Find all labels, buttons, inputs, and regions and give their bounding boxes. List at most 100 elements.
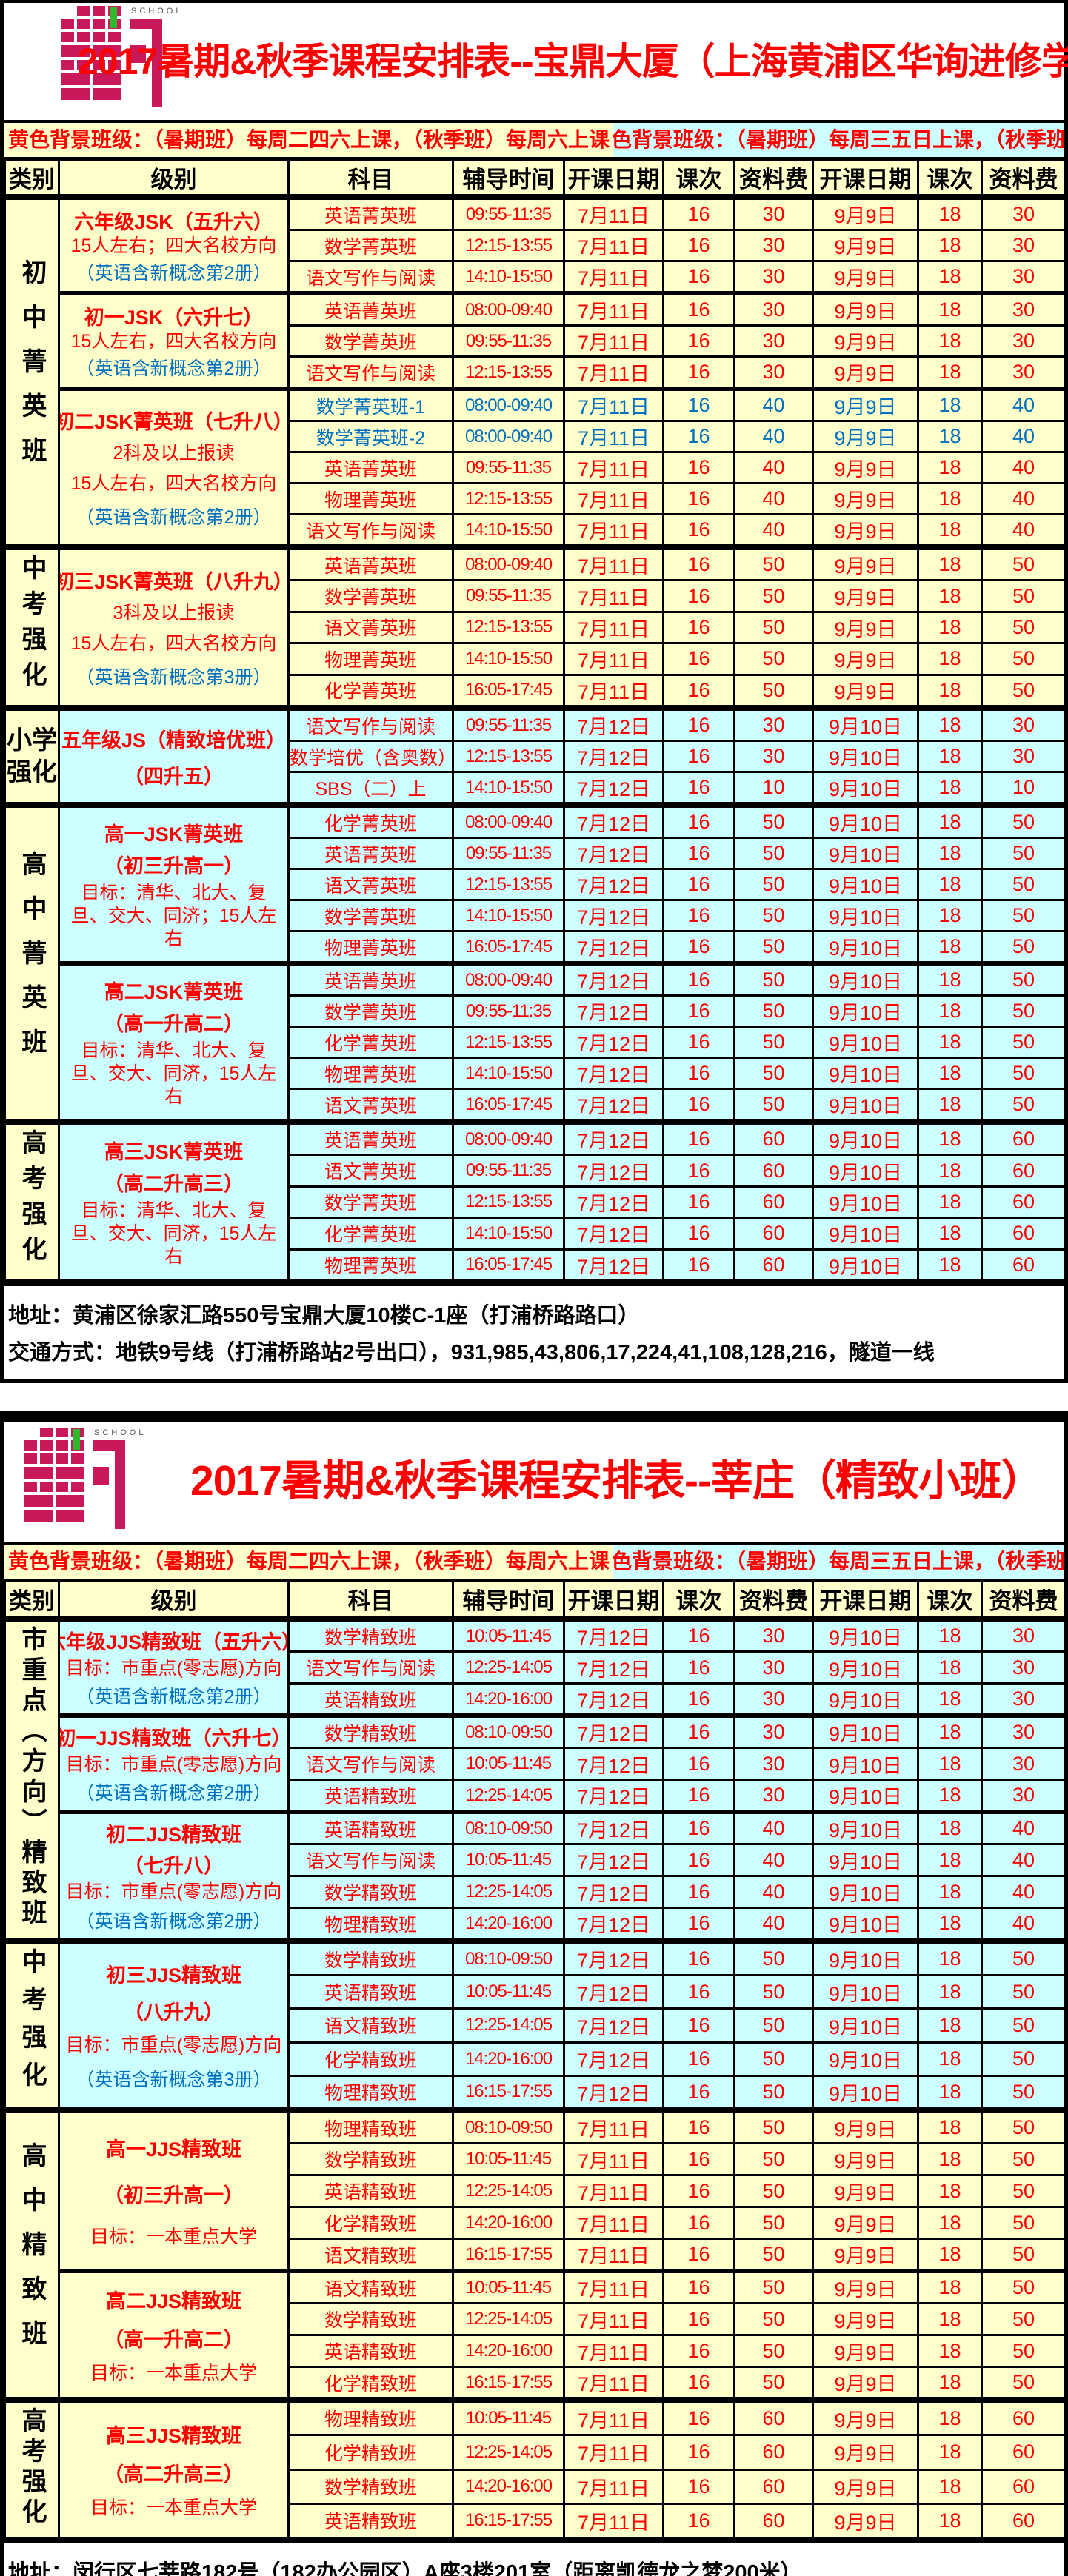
cell-start-date-fall: 9月10日 xyxy=(812,1154,919,1188)
cell-start-date-summer: 7月12日 xyxy=(563,2007,664,2044)
cell-start-date-fall: 9月10日 xyxy=(812,1713,919,1749)
cell-start-date-summer: 7月11日 xyxy=(563,2206,664,2240)
col-header-start-date-fall: 开课日期 xyxy=(812,157,919,199)
cell-sessions-fall: 18 xyxy=(917,837,983,870)
cell-fee-fall: 30 xyxy=(981,1682,1067,1717)
cell-sessions-summer: 16 xyxy=(662,2074,735,2112)
cell-start-date-fall: 9月10日 xyxy=(812,837,919,870)
cell-fee-fall: 50 xyxy=(981,802,1067,839)
cell-fee-fall: 50 xyxy=(981,673,1067,709)
cell-sessions-summer: 16 xyxy=(662,1616,735,1653)
cell-fee-summer: 40 xyxy=(733,387,814,422)
cell-subject: 数学精致班 xyxy=(287,1938,454,1977)
cell-sessions-summer: 16 xyxy=(662,1713,735,1749)
cell-start-date-summer: 7月11日 xyxy=(563,260,664,295)
cell-fee-fall: 50 xyxy=(981,994,1067,1028)
cell-sessions-summer: 16 xyxy=(662,513,735,549)
cell-subject: 化学精致班 xyxy=(287,2041,454,2077)
cell-fee-summer: 50 xyxy=(733,868,814,901)
course-row: 数学菁英班 12:15-13:55 7月11日 16 30 9月9日 18 30 xyxy=(5,229,1067,262)
course-row: 化学精致班 14:20-16:00 7月12日 16 50 9月10日 18 50 xyxy=(5,2041,1067,2077)
cell-fee-fall: 50 xyxy=(981,1057,1067,1090)
cell-fee-fall: 40 xyxy=(981,451,1067,484)
category-label: 初中菁英班 xyxy=(18,259,46,481)
cell-time: 12:25-14:05 xyxy=(452,1875,565,1909)
cell-start-date-summer: 7月12日 xyxy=(563,1875,664,1909)
cell-sessions-summer: 16 xyxy=(662,642,735,676)
cell-sessions-summer: 16 xyxy=(662,2434,735,2471)
col-header-level: 级别 xyxy=(58,157,290,199)
cell-fee-fall: 50 xyxy=(981,837,1067,870)
cell-sessions-summer: 16 xyxy=(662,705,735,742)
level-line: （初三升高一） xyxy=(104,854,244,877)
course-row: 化学精致班 14:20-16:00 7月11日 16 50 9月9日 18 50 xyxy=(5,2206,1067,2240)
cell-subject: 语文写作与阅读 xyxy=(287,355,454,390)
cell-start-date-fall: 9月10日 xyxy=(812,961,919,997)
course-row: 语文菁英班 16:05-17:45 7月12日 16 50 9月10日 18 50 xyxy=(5,1088,1067,1123)
cell-start-date-fall: 9月10日 xyxy=(812,930,919,965)
course-row: 高考强化 高三JJS精致班 （高二升高三） 目标：一本重点大学 物理精致班 10:05-1… xyxy=(4,2397,1067,2539)
cell-start-date-fall: 9月10日 xyxy=(812,1057,919,1090)
cell-sessions-summer: 16 xyxy=(662,740,735,773)
cell-time: 14:10-15:50 xyxy=(452,513,565,549)
cell-subject: 英语精致班 xyxy=(287,2502,454,2540)
cell-subject: 语文精致班 xyxy=(287,2238,454,2272)
cell-time: 10:05-11:45 xyxy=(452,2142,565,2176)
cell-subject: 物理菁英班 xyxy=(287,1057,454,1090)
cell-start-date-summer: 7月11日 xyxy=(563,324,664,358)
cell-time: 08:00-09:40 xyxy=(452,291,565,327)
cell-start-date-summer: 7月11日 xyxy=(563,2334,664,2368)
cell-time: 16:15-17:55 xyxy=(452,2074,565,2112)
cell-sessions-fall: 18 xyxy=(917,1779,983,1813)
cell-subject: 物理精致班 xyxy=(287,2107,454,2144)
cell-subject: 英语精致班 xyxy=(287,1974,454,2010)
col-header-subject: 科目 xyxy=(287,157,454,199)
table-title-bar: SCHOOL 2017暑期&秋季课程安排表--宝鼎大厦（上海黄浦区华询进修学校） xyxy=(4,3,1068,123)
cell-subject: 英语菁英班 xyxy=(287,961,454,997)
cell-subject: 英语精致班 xyxy=(287,1779,454,1813)
cell-sessions-summer: 16 xyxy=(662,544,735,582)
school-logo-icon: SCHOOL xyxy=(61,6,180,107)
cell-fee-summer: 30 xyxy=(733,1650,814,1685)
cell-fee-fall: 50 xyxy=(981,899,1067,932)
level-line: 高三JSK菁英班 xyxy=(104,1140,244,1163)
level-cell: 初三JJS精致班 （八升九） 目标：市重点(零志愿)方向 （英语含新概念第3册） xyxy=(58,1938,290,2112)
cell-start-date-summer: 7月11日 xyxy=(563,194,664,231)
level-line: （英语含新概念第2册） xyxy=(76,358,272,380)
cell-sessions-fall: 18 xyxy=(917,1682,983,1717)
cell-sessions-fall: 18 xyxy=(917,2302,983,2336)
cell-sessions-summer: 16 xyxy=(662,2174,735,2208)
course-row: 语文精致班 12:25-14:05 7月12日 16 50 9月10日 18 50 xyxy=(5,2007,1067,2044)
cell-fee-summer: 50 xyxy=(733,610,814,645)
cell-sessions-fall: 18 xyxy=(917,1650,983,1685)
cell-fee-summer: 50 xyxy=(733,579,814,613)
cell-sessions-summer: 16 xyxy=(662,837,735,870)
cell-sessions-summer: 16 xyxy=(662,868,735,901)
col-header-sessions-summer: 课次 xyxy=(662,1579,735,1621)
course-row: 高中精致班 高一JJS精致班 （初三升高一） 目标：一本重点大学 物理精致班 08:10-… xyxy=(4,2107,1067,2401)
cell-sessions-fall: 18 xyxy=(917,2366,983,2401)
cell-sessions-fall: 18 xyxy=(917,355,983,390)
cell-start-date-fall: 9月9日 xyxy=(812,513,919,549)
level-line: （英语含新概念第3册） xyxy=(76,667,272,689)
cell-start-date-summer: 7月11日 xyxy=(563,610,664,645)
cell-sessions-summer: 16 xyxy=(662,994,735,1028)
logo-green-accent xyxy=(73,1429,80,1450)
cell-subject: 英语精致班 xyxy=(287,1682,454,1717)
category-cell: 初中菁英班 xyxy=(4,194,60,549)
cell-start-date-fall: 9月10日 xyxy=(812,771,919,806)
logo-green-accent xyxy=(110,7,117,28)
course-row: 物理菁英班 16:05-17:45 7月12日 16 50 9月10日 18 50 xyxy=(5,930,1067,965)
cell-time: 08:10-09:50 xyxy=(452,1938,565,1977)
cell-start-date-summer: 7月12日 xyxy=(563,1154,664,1188)
category-cell: 高中菁英班 xyxy=(4,802,60,1123)
cell-subject: 英语菁英班 xyxy=(287,544,454,582)
col-header-start-date-summer: 开课日期 xyxy=(563,1579,664,1621)
level-cell: 高二JJS精致班 （高一升高二） 目标：一本重点大学 xyxy=(58,2269,290,2401)
cell-fee-summer: 30 xyxy=(733,194,814,231)
cell-sessions-summer: 16 xyxy=(662,1810,735,1845)
cell-subject: 数学菁英班 xyxy=(287,324,454,358)
cell-start-date-fall: 9月10日 xyxy=(812,2041,919,2077)
cell-fee-summer: 50 xyxy=(733,994,814,1028)
course-row: 初二JJS精致班 （七升八） 目标：市重点(零志愿)方向 （英语含新概念第2册） 英语精… xyxy=(5,1810,1067,1942)
